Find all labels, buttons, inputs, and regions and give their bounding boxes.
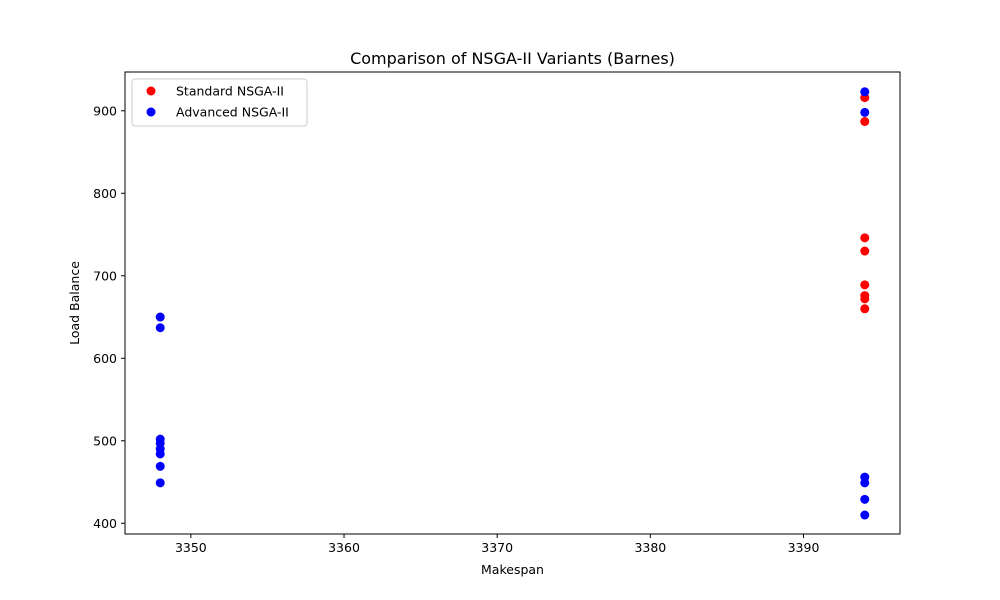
- scatter-point: [155, 478, 165, 488]
- scatter-point: [860, 280, 870, 290]
- scatter-point: [860, 494, 870, 504]
- scatter-point: [860, 304, 870, 314]
- plot-area: 3350 3360 3370 3380 3390 400 500 600 700 800 900: [93, 71, 901, 555]
- x-tick-label: 3370: [481, 540, 513, 555]
- legend-label: Advanced NSGA-II: [176, 105, 289, 120]
- scatter-point: [155, 449, 165, 459]
- x-tick-label: 3390: [788, 540, 820, 555]
- scatter-point: [860, 233, 870, 243]
- y-tick-label: 400: [93, 516, 117, 531]
- legend: Standard NSGA-II Advanced NSGA-II: [131, 78, 308, 127]
- y-tick-label: 700: [93, 268, 117, 283]
- scatter-point: [860, 87, 870, 97]
- scatter-point: [860, 510, 870, 520]
- axes-frame: [124, 71, 901, 535]
- legend-label: Standard NSGA-II: [176, 84, 284, 99]
- y-axis-label: Load Balance: [67, 261, 82, 345]
- scatter-point: [860, 107, 870, 117]
- chart-title: Comparison of NSGA-II Variants (Barnes): [350, 49, 675, 68]
- y-tick-label: 900: [93, 103, 117, 118]
- scatter-point: [860, 246, 870, 256]
- x-axis-label: Makespan: [481, 562, 544, 577]
- scatter-point: [860, 117, 870, 126]
- scatter-point: [860, 478, 870, 488]
- y-tick-label: 600: [93, 351, 117, 366]
- x-tick-label: 3360: [328, 540, 360, 555]
- legend-marker: [146, 107, 156, 117]
- legend-marker: [146, 86, 156, 96]
- y-tick-label: 500: [93, 433, 117, 448]
- x-tick-label: 3350: [175, 540, 207, 555]
- scatter-point: [155, 312, 165, 322]
- x-tick-label: 3380: [634, 540, 666, 555]
- scatter-point: [155, 323, 165, 333]
- scatter-point: [860, 294, 870, 304]
- y-tick-label: 800: [93, 186, 117, 201]
- legend-box: [131, 78, 308, 127]
- scatter-point: [155, 461, 165, 471]
